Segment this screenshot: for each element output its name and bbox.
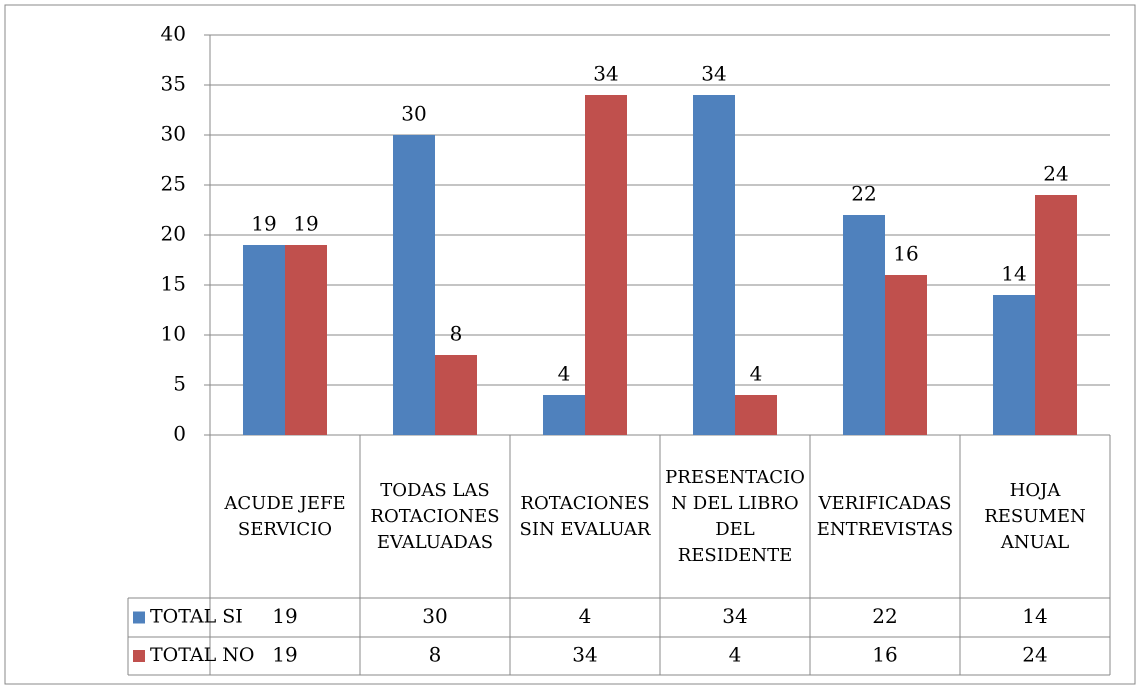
table-value: 34 (572, 643, 597, 667)
data-label: 19 (293, 212, 318, 236)
data-label: 19 (251, 212, 276, 236)
table-value: 4 (579, 604, 592, 628)
table-value: 22 (872, 604, 897, 628)
y-tick-label: 40 (161, 22, 186, 46)
y-tick-label: 0 (173, 422, 186, 446)
y-tick-label: 20 (161, 222, 186, 246)
category-cell: ROTACIONES SIN EVALUAR (519, 492, 651, 540)
bar (843, 215, 885, 435)
bar (885, 275, 927, 435)
data-label: 8 (450, 322, 463, 346)
y-tick-label: 10 (161, 322, 186, 346)
bar (735, 395, 777, 435)
legend-label: TOTAL SI (150, 606, 243, 628)
bar (285, 245, 327, 435)
bar (435, 355, 477, 435)
data-label: 34 (593, 62, 618, 86)
table-value: 19 (272, 643, 297, 667)
bar (585, 95, 627, 435)
data-label: 4 (558, 362, 571, 386)
table-value: 8 (429, 643, 442, 667)
legend-swatch (133, 611, 145, 624)
bar (543, 395, 585, 435)
category-cell: VERIFICADAS ENTREVISTAS (816, 492, 954, 540)
bar (993, 295, 1035, 435)
chart-border (4, 4, 1136, 685)
data-label: 14 (1001, 262, 1026, 286)
bar (243, 245, 285, 435)
y-tick-label: 25 (161, 172, 186, 196)
x-tick-label: PRESENTACION DEL LIBRO DEL RESIDENTE (665, 466, 805, 566)
legend-swatch (133, 650, 145, 662)
bar (1035, 195, 1077, 435)
y-tick-label: 15 (161, 272, 186, 296)
y-tick-label: 30 (161, 122, 186, 146)
table-value: 19 (272, 604, 297, 628)
y-tick-label: 35 (161, 72, 186, 96)
table-value: 16 (872, 643, 897, 667)
category-cell: HOJA RESUMEN ANUAL (984, 479, 1086, 553)
table-value: 34 (722, 604, 747, 628)
table-value: 14 (1022, 604, 1047, 628)
data-label: 24 (1043, 162, 1068, 186)
x-tick-label: ACUDE JEFE SERVICIO (224, 492, 346, 540)
bar (693, 95, 735, 435)
table-value: 24 (1022, 643, 1047, 667)
y-tick-label: 5 (173, 372, 186, 396)
data-label: 4 (750, 362, 763, 386)
category-cell: TODAS LAS ROTACIONES EVALUADAS (370, 479, 500, 553)
category-cell: PRESENTACION DEL LIBRO DEL RESIDENTE (665, 466, 805, 566)
category-cell: ACUDE JEFE SERVICIO (224, 492, 346, 540)
x-tick-label: HOJA RESUMEN ANUAL (984, 479, 1086, 553)
x-tick-label: VERIFICADAS ENTREVISTAS (816, 492, 954, 540)
table-value: 4 (729, 643, 742, 667)
x-tick-label: TODAS LAS ROTACIONES EVALUADAS (370, 479, 500, 553)
table-value: 30 (422, 604, 447, 628)
x-tick-label: ROTACIONES SIN EVALUAR (519, 492, 651, 540)
data-label: 30 (401, 102, 426, 126)
data-label: 22 (851, 182, 876, 206)
legend-label: TOTAL NO (150, 644, 254, 666)
data-label: 16 (893, 242, 918, 266)
data-label: 34 (701, 62, 726, 86)
bar (393, 135, 435, 435)
